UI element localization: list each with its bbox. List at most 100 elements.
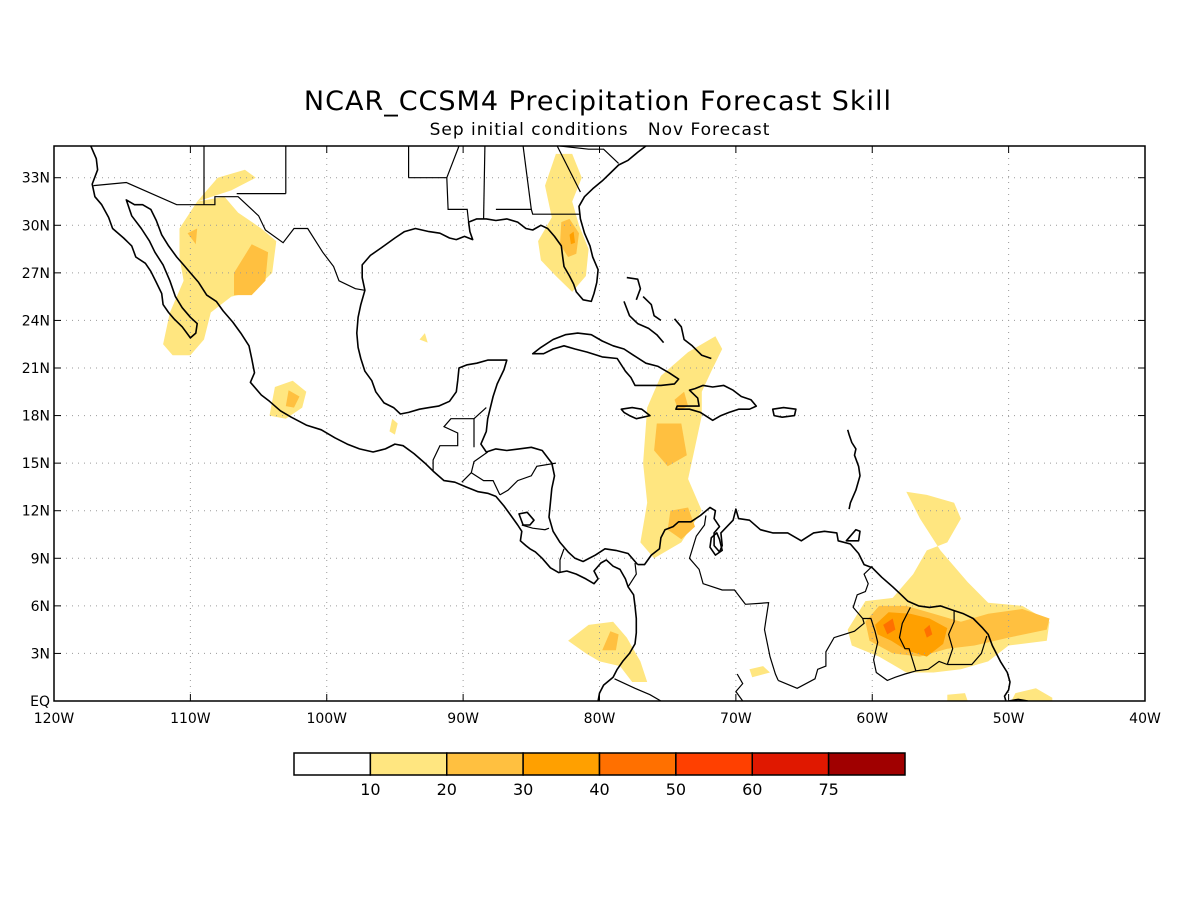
lat-tick-label: 30N	[22, 218, 50, 234]
lat-tick-label: EQ	[30, 694, 50, 710]
island-jamaica	[620, 406, 651, 420]
lon-tick-label: 70W	[720, 711, 752, 727]
lat-tick-label: 33N	[22, 171, 50, 187]
lat-tick-label: 21N	[22, 361, 50, 377]
skill-region-24	[924, 624, 933, 638]
lon-tick-label: 110W	[170, 711, 211, 727]
colorbar-label: 10	[360, 780, 380, 799]
border-guyana-brazil	[862, 617, 917, 682]
lon-tick-label: 100W	[306, 711, 347, 727]
islands-bahamas-4	[673, 318, 712, 360]
colorbar: 10 20 30 40 50 60 75	[293, 752, 906, 799]
lon-tick-label: 40W	[1129, 711, 1161, 727]
lat-tick-label: 9N	[31, 551, 50, 567]
gridlines	[54, 146, 1145, 701]
skill-region-17	[654, 423, 687, 467]
border-venezuela-brazil	[777, 618, 865, 689]
colorbar-swatch	[675, 752, 753, 776]
border-belize	[473, 407, 487, 420]
border-venezuela-guyana	[852, 565, 873, 619]
map-axes: 120W 110W 100W 90W 80W 70W 60W 50W 40W EQ 3N 6N 9N 12…	[22, 145, 1161, 727]
island-trinidad	[845, 528, 861, 542]
border-us-mexico	[93, 181, 365, 291]
islands-bahamas-3	[642, 296, 662, 322]
border-guatemala-honduras	[461, 451, 489, 483]
border-us-states-10	[559, 146, 620, 164]
lon-tick-label: 120W	[34, 711, 75, 727]
border-suriname-guiana	[946, 610, 955, 665]
border-us-states-6	[446, 146, 460, 178]
colorbar-swatch	[446, 752, 524, 776]
coastline-gulf	[597, 700, 599, 701]
lake-nicaragua	[518, 511, 535, 526]
border-us-states-9	[495, 208, 581, 215]
border-nicaragua-costa-rica	[521, 524, 550, 531]
lat-tick-label: 6N	[31, 599, 50, 615]
border-colombia-brazil	[735, 673, 744, 701]
border-honduras	[470, 472, 501, 496]
island-cuba	[531, 332, 680, 387]
page-subtitle: Sep initial conditions Nov Forecast	[430, 120, 771, 140]
skill-region-23	[883, 618, 896, 635]
border-panama-colombia	[627, 562, 637, 588]
skill-region-19	[602, 631, 619, 651]
lon-tick-label: 50W	[993, 711, 1025, 727]
island-puerto-rico	[771, 406, 797, 419]
lat-tick-label: 15N	[22, 456, 50, 472]
skill-region-1	[197, 169, 256, 202]
border-guyana-suriname	[898, 607, 917, 672]
border-guiana-brazil	[947, 635, 988, 666]
skill-region-15	[560, 218, 579, 257]
border-us-states-5	[408, 177, 470, 223]
colorbar-label: 50	[666, 780, 686, 799]
border-us-states-7	[483, 146, 486, 219]
lon-tick-label: 90W	[447, 711, 479, 727]
skill-region-14	[285, 390, 300, 408]
colorbar-label: 60	[742, 780, 762, 799]
skill-region-13	[187, 228, 198, 245]
colorbar-swatch	[827, 752, 906, 776]
lake-maracaibo	[709, 532, 724, 556]
islands-bahamas-2	[623, 301, 665, 344]
skill-region-10	[1011, 688, 1053, 701]
page-title: NCAR_CCSM4 Precipitation Forecast Skill	[304, 86, 892, 117]
lat-tick-label: 27N	[22, 266, 50, 282]
islands-lesser-antilles	[846, 429, 861, 510]
lat-tick-label: 12N	[22, 504, 50, 520]
coastline-mainland	[90, 146, 638, 701]
colorbar-swatch	[522, 752, 601, 776]
lat-tick-label: 3N	[31, 646, 50, 662]
colorbar-label: 20	[437, 780, 457, 799]
skill-region-4	[419, 333, 428, 343]
lon-tick-label: 80W	[584, 711, 616, 727]
islands-bahamas	[626, 276, 642, 301]
coastline-south-america	[637, 506, 1011, 701]
colorbar-label: 30	[513, 780, 533, 799]
border-us-states-8	[522, 146, 532, 210]
border-us-states-11	[556, 146, 581, 193]
skill-region-12	[234, 244, 269, 296]
colorbar-label: 75	[818, 780, 838, 799]
skill-region-11	[749, 666, 770, 678]
colorbar-swatch	[369, 752, 448, 776]
lat-tick-label: 18N	[22, 409, 50, 425]
border-costa-rica-panama	[559, 548, 565, 573]
border-suriname-brazil	[915, 660, 948, 672]
colorbar-swatch	[598, 752, 677, 776]
skill-region-7	[568, 621, 648, 682]
plot-area	[54, 146, 1145, 701]
skill-contours	[163, 153, 1053, 701]
coastlines	[90, 146, 1028, 701]
border-colombia-ecuador	[614, 678, 662, 701]
colorbar-label: 40	[589, 780, 609, 799]
lat-tick-label: 24N	[22, 313, 50, 329]
island-hispaniola	[675, 384, 758, 422]
colorbar-swatch	[751, 752, 830, 776]
skill-region-9	[947, 693, 968, 701]
skill-region-3	[389, 418, 398, 435]
border-mexico-guatemala	[432, 418, 475, 472]
lon-tick-label: 60W	[856, 711, 888, 727]
colorbar-swatch	[293, 752, 372, 776]
coastline-caribbean-mainland	[355, 146, 647, 566]
